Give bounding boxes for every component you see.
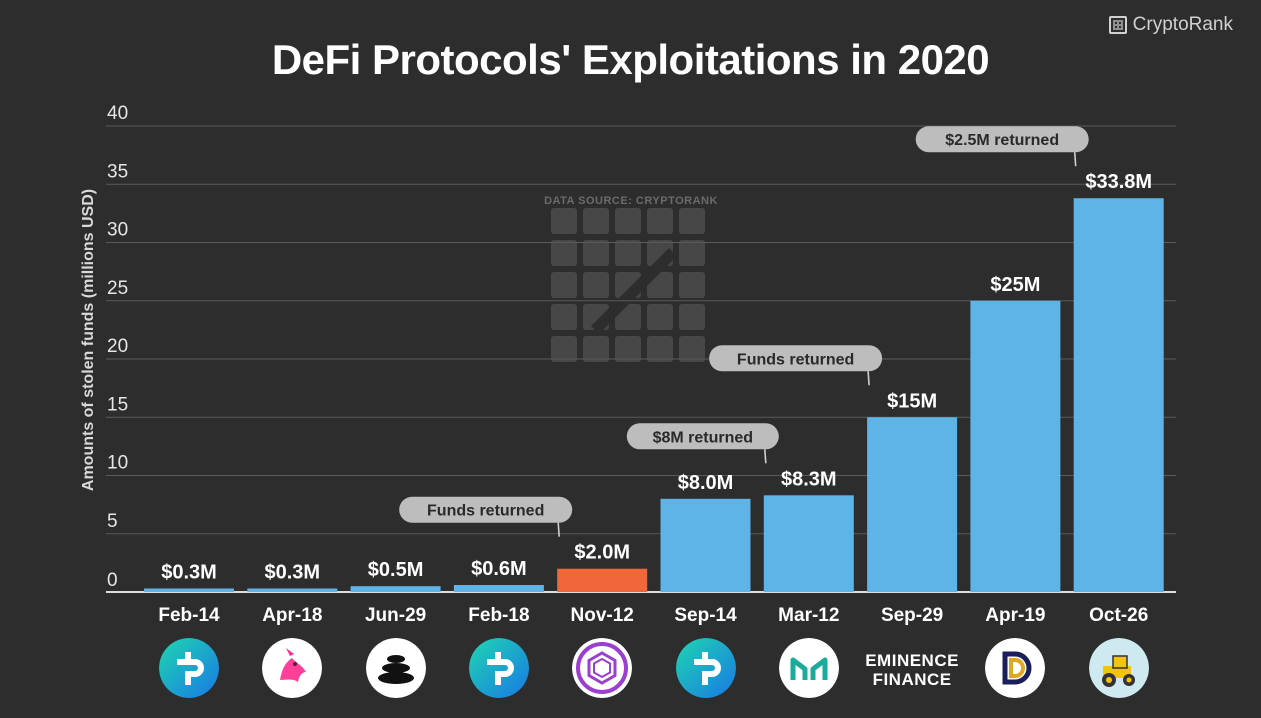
y-tick-label: 15 <box>107 394 128 415</box>
maker-icon <box>778 638 839 698</box>
x-tick-label: Jun-29 <box>365 605 426 626</box>
bar <box>247 588 338 592</box>
callout-leader <box>1073 152 1077 167</box>
x-tick-label: Mar-12 <box>778 605 839 626</box>
x-tick-label: Oct-26 <box>1089 605 1148 626</box>
callout-box <box>399 496 573 523</box>
bar <box>660 498 751 592</box>
y-tick-label: 10 <box>107 453 128 474</box>
bar-value-label: $15M <box>887 390 937 412</box>
bar <box>144 588 234 592</box>
bar <box>763 495 854 592</box>
callout-text: $8M returned <box>653 429 753 446</box>
x-tick-label: Nov-12 <box>571 605 634 626</box>
bar-value-label: $0.6M <box>471 558 527 580</box>
y-tick-label: 5 <box>107 511 118 532</box>
y-tick-label: 30 <box>107 220 128 241</box>
callout-box <box>915 126 1089 153</box>
bar <box>1073 198 1164 593</box>
bar <box>970 300 1061 592</box>
bar-value-label: $8.0M <box>678 472 734 494</box>
y-tick-label: 20 <box>107 336 128 357</box>
callout-box <box>626 423 779 450</box>
callout-leader <box>764 449 767 464</box>
bzx-icon <box>675 638 736 698</box>
x-tick-label: Apr-18 <box>262 605 322 626</box>
bar-value-label: $0.5M <box>368 559 424 581</box>
eminence-wordmark-icon: EMINENCE FINANCE <box>852 651 972 689</box>
x-tick-label: Sep-29 <box>881 605 943 626</box>
y-axis-label: Amounts of stolen funds (millions USD) <box>80 189 97 491</box>
bar <box>453 585 544 592</box>
bar-value-label: $33.8M <box>1085 171 1152 193</box>
balancer-icon <box>365 638 426 698</box>
bzx-icon <box>468 638 529 698</box>
bar-value-label: $0.3M <box>265 562 321 584</box>
bar <box>557 568 648 592</box>
y-tick-label: 25 <box>107 278 128 299</box>
akropolis-icon <box>572 638 633 698</box>
callout-text: $2.5M returned <box>945 132 1059 149</box>
cryptorank-logo-icon <box>1108 16 1127 34</box>
x-tick-label: Feb-18 <box>468 605 529 626</box>
eminence-wordmark-line: EMINENCE <box>865 651 959 670</box>
bar-value-label: $2.0M <box>574 542 630 564</box>
chart-title: DeFi Protocols' Exploitations in 2020 <box>271 36 990 83</box>
brand-logo: CryptoRank <box>1108 14 1233 36</box>
bar-value-label: $8.3M <box>781 468 837 490</box>
uniswap-icon <box>262 638 323 698</box>
brand-name: CryptoRank <box>1132 14 1233 35</box>
callout-box <box>709 345 883 372</box>
bar <box>867 417 958 592</box>
bar-value-label: $0.3M <box>161 562 217 584</box>
callout-leader <box>557 522 560 537</box>
watermark-logo <box>551 208 705 362</box>
harvest-icon <box>1088 638 1149 698</box>
x-tick-label: Apr-19 <box>985 605 1045 626</box>
y-tick-label: 35 <box>107 161 128 182</box>
x-tick-label: Sep-14 <box>674 605 737 626</box>
eminence-wordmark-line: FINANCE <box>872 670 952 689</box>
bar <box>350 586 441 592</box>
y-tick-label: 40 <box>107 103 128 124</box>
callout-text: Funds returned <box>737 351 854 368</box>
watermark-text: DATA SOURCE: CRYPTORANK <box>544 195 718 207</box>
bar-value-label: $25M <box>990 274 1040 296</box>
x-tick-label: Feb-14 <box>158 605 220 626</box>
callout-text: Funds returned <box>427 503 544 520</box>
callout-leader <box>867 371 870 386</box>
y-tick-label: 0 <box>107 570 118 591</box>
bzx-icon <box>159 638 219 698</box>
dforce-icon <box>985 638 1046 698</box>
